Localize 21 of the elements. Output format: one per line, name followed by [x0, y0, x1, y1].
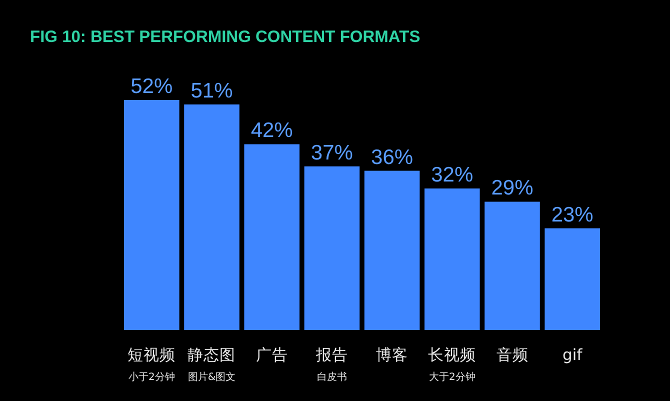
bar [184, 104, 240, 330]
data-label: 42% [250, 119, 293, 142]
x-tick-label: 博客 [376, 346, 408, 364]
data-label: 36% [371, 146, 414, 169]
x-tick-label: 音频 [496, 346, 528, 364]
bar [484, 202, 540, 330]
bar [124, 100, 180, 330]
bar [244, 144, 300, 330]
chart-title: FIG 10: BEST PERFORMING CONTENT FORMATS [30, 28, 420, 46]
bar [544, 228, 600, 330]
bar [304, 166, 360, 330]
bar [364, 170, 420, 330]
data-label: 37% [310, 141, 353, 164]
data-label: 29% [491, 176, 534, 200]
data-label: 23% [551, 203, 594, 226]
bar [424, 188, 480, 330]
data-label: 52% [130, 75, 173, 98]
data-label: 32% [431, 163, 474, 186]
x-tick-label: 广告 [256, 346, 288, 364]
x-tick-label: gif [562, 346, 583, 364]
data-label: 51% [190, 79, 233, 102]
